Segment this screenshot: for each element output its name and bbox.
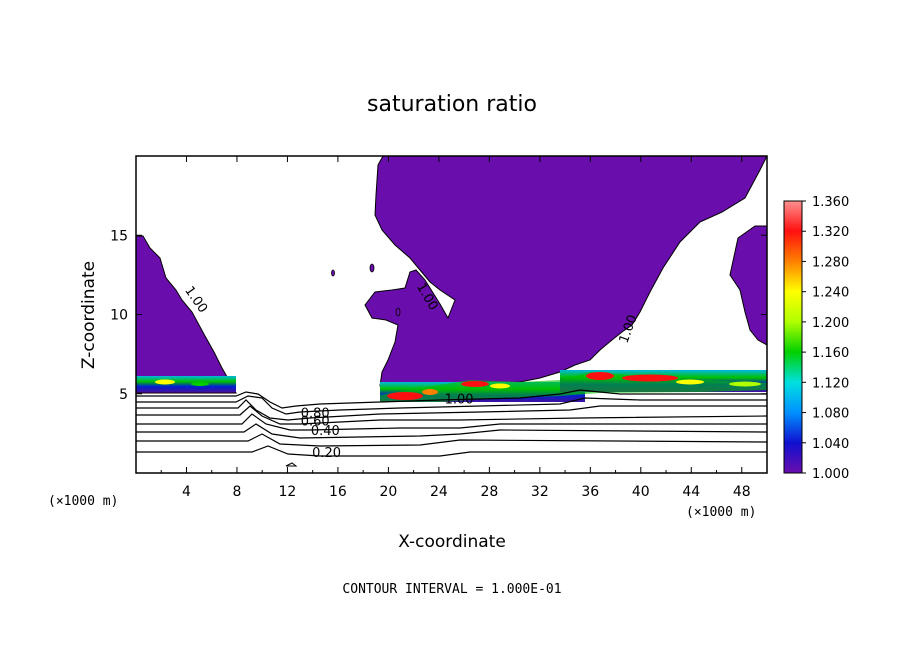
contour-label: 1.00 <box>445 392 474 407</box>
terrain-trace <box>285 462 298 467</box>
colorbar-tick-label: 1.000 <box>812 467 849 482</box>
y-tick-label: 5 <box>119 387 128 403</box>
colorbar-tick-label: 1.120 <box>812 376 849 391</box>
colorbar-tick-label: 1.240 <box>812 286 849 301</box>
x-tick-label: 16 <box>329 484 347 500</box>
colorbar <box>783 200 803 474</box>
y-axis-label: Z-coordinate <box>79 261 99 369</box>
y-tick-label: 10 <box>110 308 128 324</box>
colorbar-tick-label: 1.040 <box>812 437 849 452</box>
colorbar-tick-label: 1.280 <box>812 255 849 270</box>
contour-label: 0.80 <box>301 407 330 422</box>
saturation-blob <box>331 269 335 277</box>
colorbar-tick-label: 1.360 <box>812 195 849 210</box>
high-saturation-patches <box>155 372 761 400</box>
x-axis-ticks: 4 8 12 16 20 24 28 32 36 40 44 48 <box>160 156 751 500</box>
contour-label: 0.20 <box>312 446 341 461</box>
x-tick-label: 40 <box>632 484 650 500</box>
x-tick-label: 8 <box>232 484 241 500</box>
plot-area: 1.00 1.001.001.000.800.600.400.20 <box>136 156 767 473</box>
chart-title: saturation ratio <box>367 92 537 117</box>
y-axis-ticks: 5 10 15 <box>110 228 767 403</box>
x-tick-label: 32 <box>531 484 549 500</box>
x-tick-label: 44 <box>682 484 700 500</box>
saturation-blob <box>369 263 375 273</box>
colorbar-tick-label: 1.200 <box>812 316 849 331</box>
y-tick-label: 15 <box>110 228 128 244</box>
colorbar-tick-label: 1.080 <box>812 407 849 422</box>
contour-label: 0.40 <box>311 424 340 439</box>
x-tick-label: 36 <box>581 484 599 500</box>
colorbar-tick-label: 1.320 <box>812 225 849 240</box>
x-tick-label: 48 <box>733 484 751 500</box>
x-tick-label: 24 <box>430 484 448 500</box>
saturation-blob <box>395 307 401 317</box>
contour-interval-note: CONTOUR INTERVAL = 1.000E-01 <box>342 582 561 597</box>
saturation-region-right <box>729 225 767 346</box>
x-axis-label: X-coordinate <box>398 532 506 552</box>
x-axis-unit-left: (×1000 m) <box>48 494 118 509</box>
contour-lines <box>136 389 767 457</box>
x-tick-label: 20 <box>379 484 397 500</box>
colorbar-ticks: 1.000 1.040 1.080 1.120 1.160 1.200 1.240 1.280… <box>802 195 849 482</box>
x-tick-label: 4 <box>182 484 191 500</box>
x-tick-label: 28 <box>480 484 498 500</box>
colorbar-tick-label: 1.160 <box>812 346 849 361</box>
contour-label: 0.60 <box>301 414 330 429</box>
x-tick-label: 12 <box>279 484 297 500</box>
x-axis-unit-right: (×1000 m) <box>686 505 756 520</box>
